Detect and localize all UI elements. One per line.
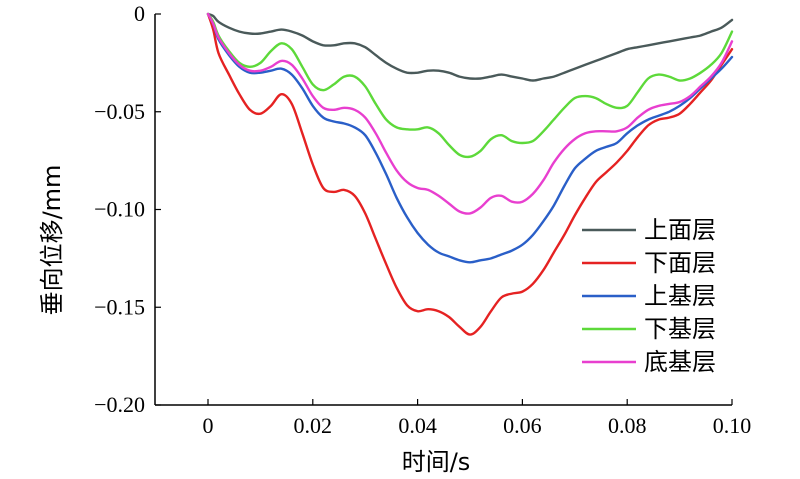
- series-line-3: [206, 12, 734, 264]
- x-axis-title: 时间/s: [402, 448, 471, 476]
- series-layer: [206, 12, 734, 336]
- x-axis-ticks: 0 0.02 0.04 0.06 0.08 0.10: [203, 399, 752, 438]
- y-tick-label: −0.05: [94, 99, 145, 124]
- legend-label: 上面层: [644, 216, 716, 244]
- legend-label: 上基层: [644, 282, 716, 310]
- x-tick-label: 0.08: [608, 413, 647, 438]
- series-line-5: [206, 12, 734, 215]
- y-axis-title: 垂向位移/mm: [38, 165, 66, 316]
- legend-label: 下基层: [644, 315, 716, 343]
- x-tick-label: 0.06: [503, 413, 542, 438]
- series-line-2: [206, 12, 734, 336]
- legend-label: 底基层: [644, 348, 716, 376]
- x-tick-label: 0: [203, 413, 214, 438]
- series-line-1: [206, 12, 734, 82]
- x-tick-label: 0.04: [398, 413, 437, 438]
- y-tick-label: −0.10: [94, 197, 145, 222]
- y-tick-label: −0.20: [94, 392, 145, 417]
- legend-label: 下面层: [644, 249, 716, 277]
- x-tick-label: 0.10: [713, 413, 752, 438]
- x-tick-label: 0.02: [294, 413, 333, 438]
- y-tick-label: −0.15: [94, 294, 145, 319]
- series-line-4: [206, 12, 734, 159]
- y-tick-label: 0: [134, 1, 145, 26]
- plot-frame: [154, 14, 732, 406]
- y-axis-ticks: 0 −0.05 −0.10 −0.15 −0.20: [94, 1, 161, 417]
